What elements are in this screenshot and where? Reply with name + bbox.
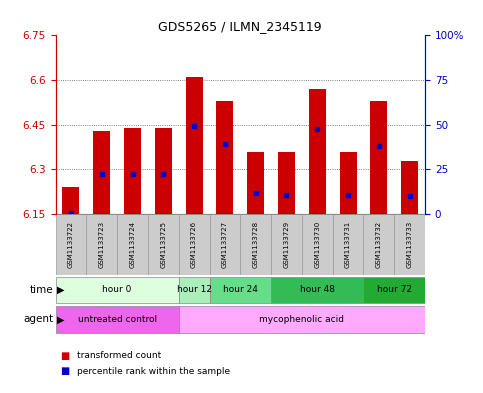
Bar — [86, 214, 117, 275]
Text: GSM1133732: GSM1133732 — [376, 221, 382, 268]
Text: GSM1133723: GSM1133723 — [99, 221, 105, 268]
Bar — [309, 89, 326, 214]
Text: ▶: ▶ — [57, 314, 64, 324]
Bar — [240, 214, 271, 275]
Text: GSM1133733: GSM1133733 — [407, 221, 412, 268]
Bar — [185, 77, 202, 214]
Text: GSM1133725: GSM1133725 — [160, 221, 166, 268]
Bar — [364, 214, 394, 275]
Bar — [124, 128, 141, 214]
Text: GSM1133722: GSM1133722 — [68, 221, 74, 268]
Text: GSM1133724: GSM1133724 — [129, 221, 136, 268]
Bar — [179, 214, 210, 275]
Bar — [56, 214, 86, 275]
Text: GSM1133729: GSM1133729 — [284, 221, 289, 268]
Text: ■: ■ — [60, 351, 70, 361]
Bar — [56, 306, 179, 332]
Text: percentile rank within the sample: percentile rank within the sample — [77, 367, 230, 376]
Text: hour 24: hour 24 — [223, 285, 258, 294]
Bar — [247, 152, 264, 214]
Bar — [62, 187, 79, 214]
Text: GSM1133728: GSM1133728 — [253, 221, 259, 268]
Text: time: time — [29, 285, 53, 295]
Bar — [93, 131, 110, 214]
Bar — [271, 277, 364, 303]
Bar — [271, 214, 302, 275]
Bar — [56, 277, 179, 303]
Text: transformed count: transformed count — [77, 351, 161, 360]
Text: hour 12: hour 12 — [177, 285, 212, 294]
Bar — [333, 214, 364, 275]
Text: GSM1133727: GSM1133727 — [222, 221, 228, 268]
Bar — [364, 277, 425, 303]
Bar — [117, 214, 148, 275]
Text: GSM1133730: GSM1133730 — [314, 221, 320, 268]
Bar — [394, 214, 425, 275]
Title: GDS5265 / ILMN_2345119: GDS5265 / ILMN_2345119 — [158, 20, 322, 33]
Bar — [210, 214, 240, 275]
Bar — [179, 306, 425, 332]
Bar — [216, 101, 233, 214]
Text: mycophenolic acid: mycophenolic acid — [259, 315, 344, 324]
Bar — [210, 277, 271, 303]
Bar — [179, 277, 210, 303]
Bar — [401, 161, 418, 214]
Bar — [278, 152, 295, 214]
Bar — [340, 152, 356, 214]
Text: GSM1133726: GSM1133726 — [191, 221, 197, 268]
Text: ▶: ▶ — [57, 285, 64, 295]
Text: hour 0: hour 0 — [102, 285, 132, 294]
Bar — [155, 128, 172, 214]
Text: ■: ■ — [60, 366, 70, 376]
Text: untreated control: untreated control — [78, 315, 156, 324]
Text: agent: agent — [23, 314, 53, 324]
Text: hour 72: hour 72 — [377, 285, 412, 294]
Text: GSM1133731: GSM1133731 — [345, 221, 351, 268]
Bar — [370, 101, 387, 214]
Bar — [148, 214, 179, 275]
Text: hour 48: hour 48 — [300, 285, 335, 294]
Bar — [302, 214, 333, 275]
